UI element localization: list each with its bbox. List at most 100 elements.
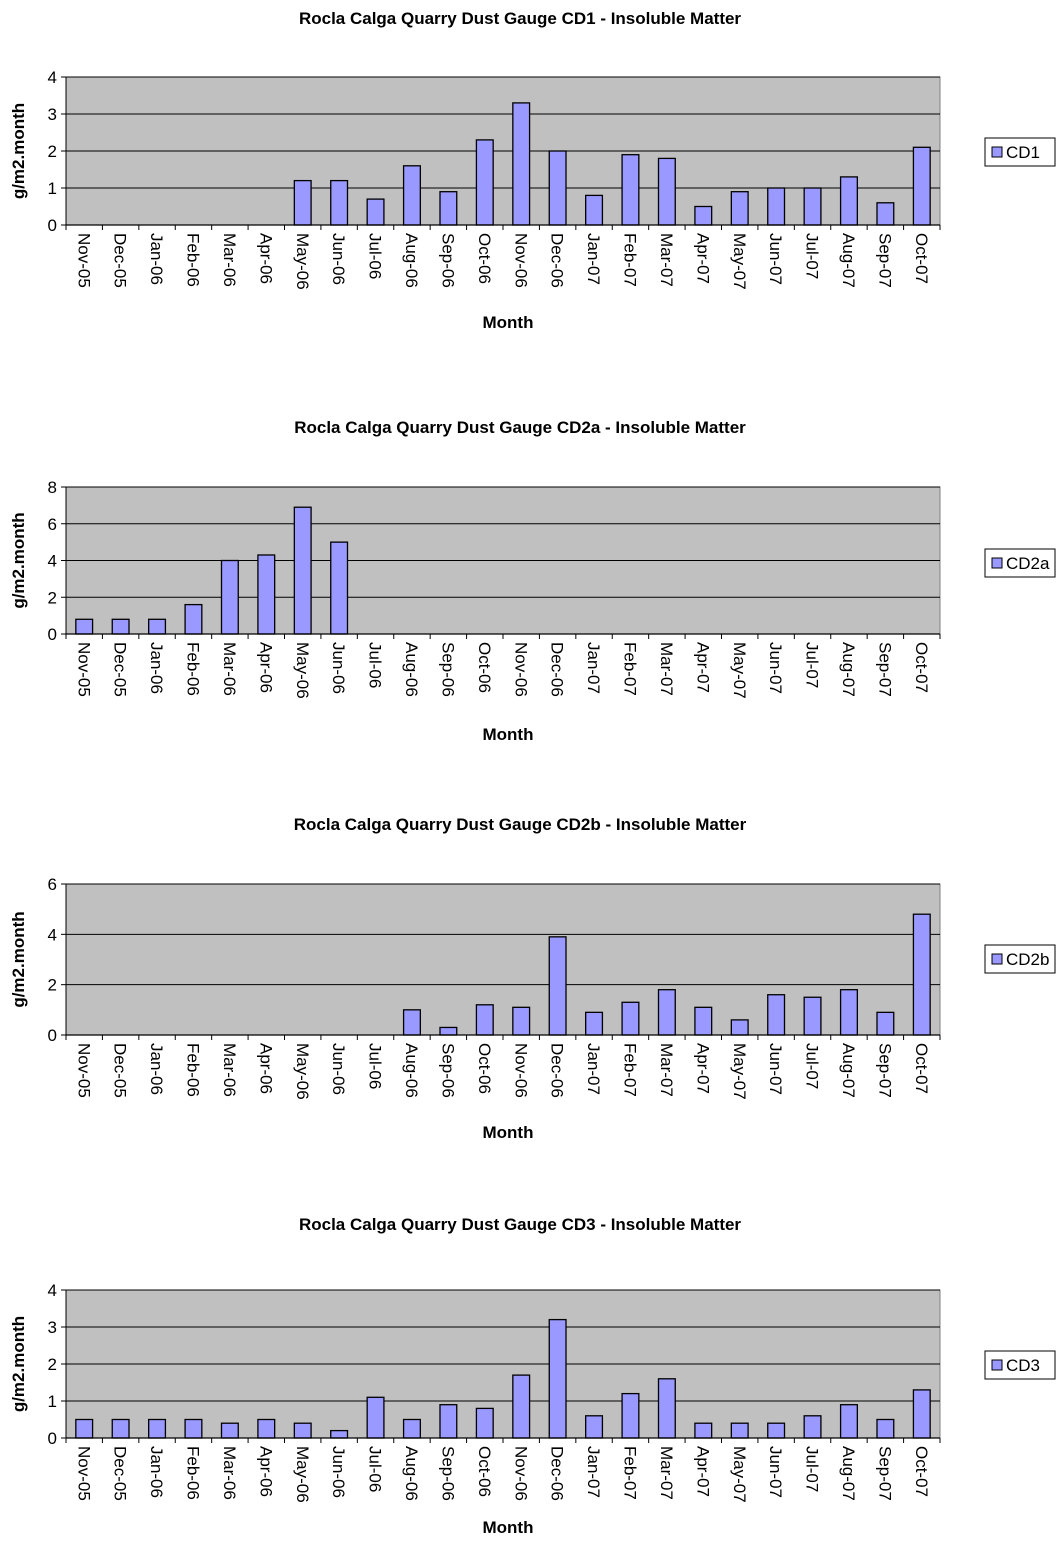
x-tick-label: Jan-06 (147, 233, 166, 285)
bar-Oct-06 (475, 139, 494, 226)
bar-Oct-07 (912, 146, 931, 226)
x-tick-label: Dec-06 (548, 642, 567, 697)
x-tick-label: Jun-07 (766, 642, 785, 694)
legend-label: CD3 (1006, 1356, 1040, 1375)
bar-Jul-07 (803, 1415, 822, 1439)
x-tick-label: Jan-06 (147, 1446, 166, 1498)
bar-Aug-06 (402, 165, 421, 226)
legend-swatch (991, 146, 1003, 158)
bar-Feb-06 (184, 603, 203, 635)
x-tick-label: Aug-07 (839, 642, 858, 697)
x-tick-label: Jul-06 (366, 642, 385, 688)
x-tick-label: Dec-06 (548, 233, 567, 288)
y-tick-label: 2 (48, 976, 57, 995)
x-tick-label: Nov-06 (511, 1043, 530, 1098)
y-axis-title: g/m2.month (9, 1316, 28, 1412)
y-axis-title: g/m2.month (9, 911, 28, 1007)
x-tick-label: Apr-06 (256, 233, 275, 284)
x-tick-label: May-06 (293, 233, 312, 290)
x-axis-title: Month (483, 313, 534, 332)
x-tick-label: Oct-07 (912, 1446, 931, 1497)
x-tick-label: Jul-06 (366, 1446, 385, 1492)
bar-Feb-07 (621, 1392, 640, 1439)
bar-Sep-06 (439, 1404, 458, 1439)
x-tick-label: Mar-07 (657, 1446, 676, 1500)
bar-Dec-06 (548, 936, 567, 1036)
x-tick-label: Nov-06 (511, 1446, 530, 1501)
chart-cd2a: Rocla Calga Quarry Dust Gauge CD2a - Ins… (9, 418, 1056, 744)
chart-cd3: Rocla Calga Quarry Dust Gauge CD3 - Inso… (9, 1215, 1056, 1537)
x-tick-label: Jul-07 (803, 642, 822, 688)
bar-Mar-06 (220, 1422, 239, 1439)
x-tick-label: Oct-06 (475, 1446, 494, 1497)
chart-panel-cd1: Rocla Calga Quarry Dust Gauge CD1 - Inso… (0, 0, 1058, 380)
y-tick-label: 0 (48, 1026, 57, 1045)
x-tick-label: Jan-07 (584, 1043, 603, 1095)
x-tick-label: Aug-06 (402, 1446, 421, 1501)
bar-Jun-07 (767, 187, 786, 226)
x-tick-label: Dec-05 (111, 642, 130, 697)
bar-Jun-06 (330, 541, 349, 635)
bar-Apr-07 (694, 1422, 713, 1439)
x-tick-label: Nov-06 (511, 233, 530, 288)
x-tick-label: Apr-07 (693, 233, 712, 284)
bar-May-07 (730, 1019, 749, 1036)
y-tick-label: 3 (48, 105, 57, 124)
x-tick-label: Jul-06 (366, 1043, 385, 1089)
x-tick-label: Sep-07 (875, 642, 894, 697)
y-tick-label: 4 (48, 925, 57, 944)
x-tick-label: May-06 (293, 642, 312, 699)
bar-May-06 (293, 506, 312, 635)
x-tick-label: Jul-07 (803, 233, 822, 279)
x-tick-label: Nov-05 (74, 642, 93, 697)
bar-Jan-07 (585, 1011, 604, 1036)
bar-Oct-07 (912, 913, 931, 1036)
x-tick-label: Jan-07 (584, 1446, 603, 1498)
x-tick-label: Jun-07 (766, 233, 785, 285)
bar-Sep-07 (876, 202, 895, 226)
x-tick-label: Feb-06 (184, 233, 203, 287)
bar-Jul-06 (366, 198, 385, 226)
x-tick-label: Sep-07 (875, 1043, 894, 1098)
x-tick-label: Jun-06 (329, 642, 348, 694)
bar-Sep-06 (439, 191, 458, 226)
legend-label: CD2a (1006, 554, 1050, 573)
x-tick-label: Jan-06 (147, 642, 166, 694)
x-tick-label: May-07 (730, 1043, 749, 1100)
x-tick-label: May-06 (293, 1446, 312, 1503)
x-tick-label: Sep-06 (438, 1446, 457, 1501)
x-axis-title: Month (483, 1518, 534, 1537)
bar-Apr-06 (257, 554, 276, 635)
bar-Aug-07 (839, 989, 858, 1036)
x-tick-label: May-06 (293, 1043, 312, 1100)
x-tick-label: Jun-06 (329, 1446, 348, 1498)
x-tick-label: Sep-07 (875, 233, 894, 288)
bar-Jun-06 (330, 1429, 349, 1439)
bar-Jan-07 (585, 1415, 604, 1439)
x-axis-title: Month (483, 725, 534, 744)
y-tick-label: 0 (48, 216, 57, 235)
bar-Aug-07 (839, 176, 858, 226)
x-tick-label: Apr-06 (256, 642, 275, 693)
bar-Nov-05 (75, 618, 94, 635)
legend: CD1 (984, 137, 1056, 167)
x-tick-label: Jan-07 (584, 642, 603, 694)
x-tick-label: Feb-07 (621, 1043, 640, 1097)
y-axis-title: g/m2.month (9, 512, 28, 608)
bar-May-07 (730, 191, 749, 226)
bar-Oct-06 (475, 1407, 494, 1439)
x-tick-label: Mar-07 (657, 642, 676, 696)
x-tick-label: Apr-07 (693, 1446, 712, 1497)
x-tick-label: Aug-07 (839, 1446, 858, 1501)
x-tick-label: May-07 (730, 233, 749, 290)
bar-Mar-06 (220, 559, 239, 635)
bar-Aug-06 (402, 1418, 421, 1439)
x-tick-label: Dec-05 (111, 1446, 130, 1501)
x-tick-label: Apr-07 (693, 1043, 712, 1094)
x-tick-label: Jan-07 (584, 233, 603, 285)
x-tick-label: Aug-06 (402, 1043, 421, 1098)
bar-Feb-07 (621, 1001, 640, 1036)
y-tick-label: 4 (48, 68, 57, 87)
x-tick-label: Feb-06 (184, 642, 203, 696)
x-tick-label: Feb-07 (621, 1446, 640, 1500)
